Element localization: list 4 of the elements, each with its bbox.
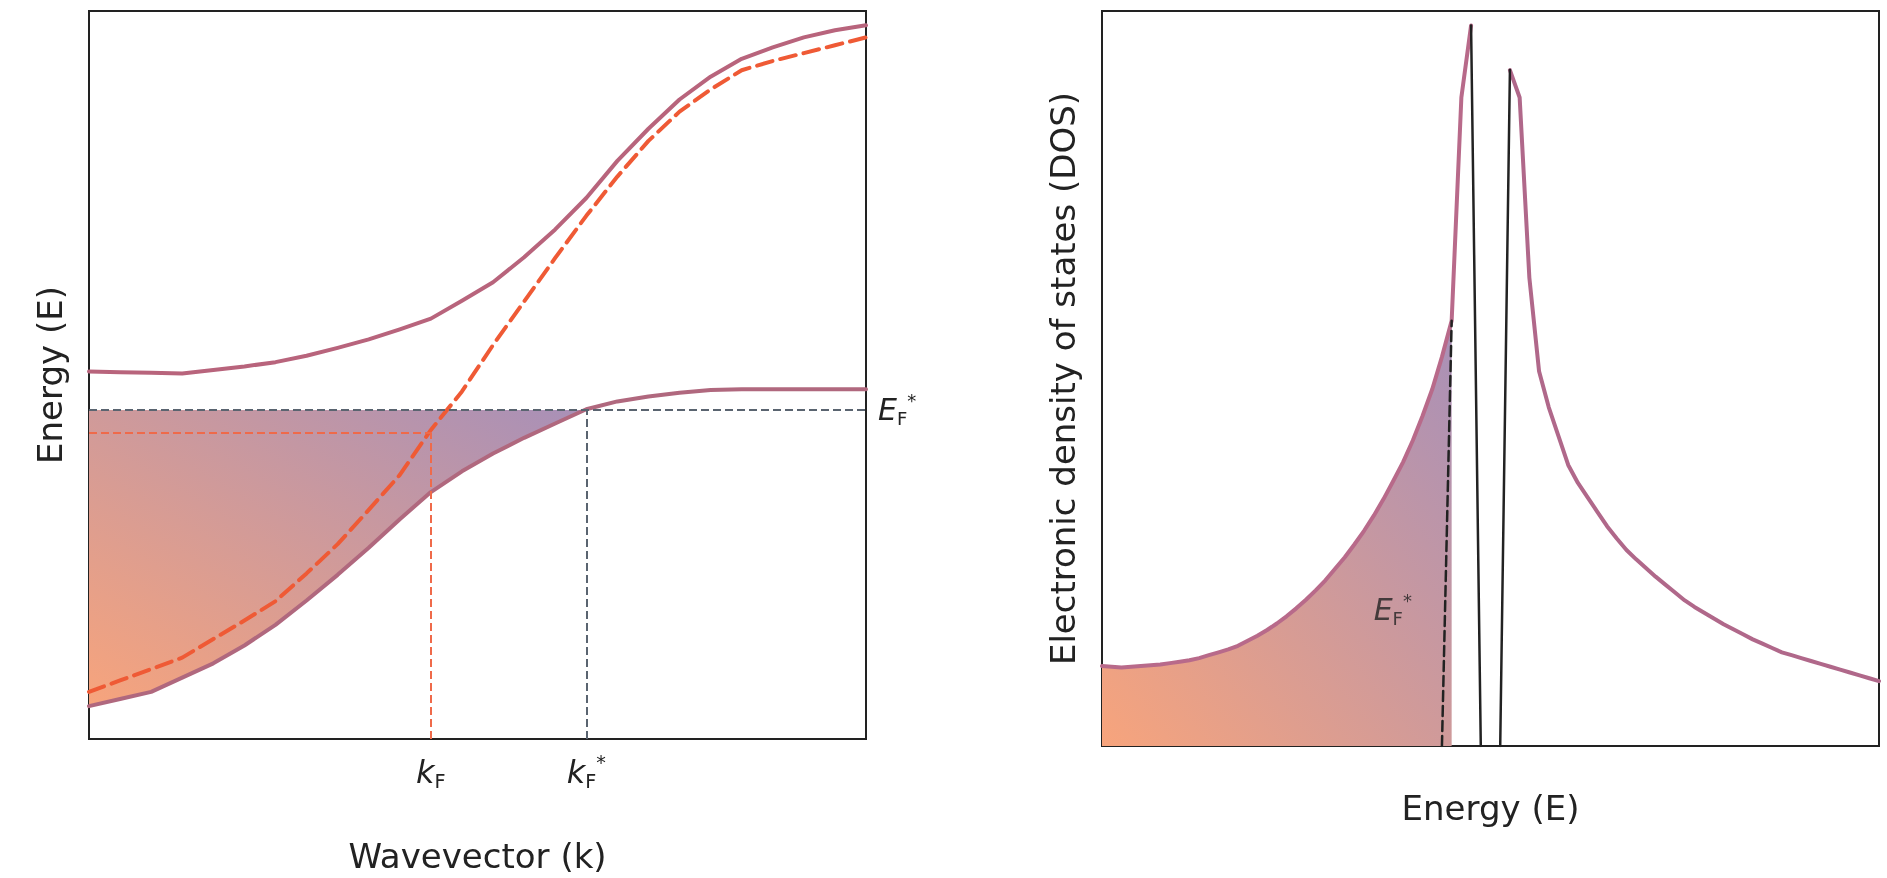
x-axis-title: Energy (E) (1401, 788, 1580, 828)
y-axis-title: Electronic density of states (DOS) (1043, 91, 1083, 666)
x-axis-title: Wavevector (k) (348, 836, 607, 876)
y-axis-title: Energy (E) (30, 286, 70, 464)
